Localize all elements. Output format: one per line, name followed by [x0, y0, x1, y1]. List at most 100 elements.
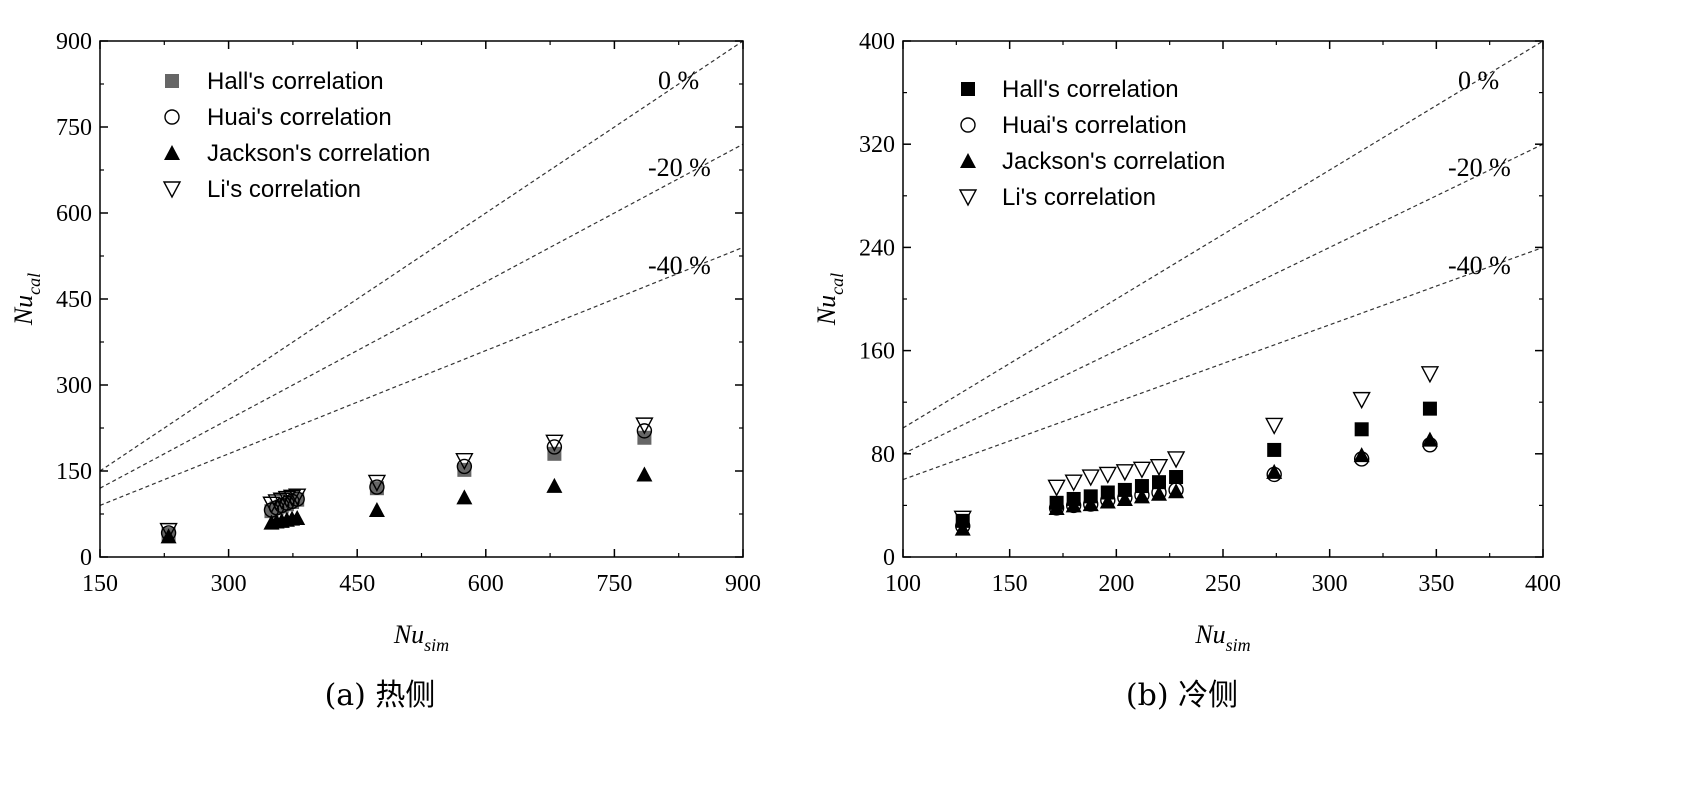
data-point: [953, 510, 972, 528]
reference-label-1: -20 %: [648, 153, 711, 182]
reference-line-0: [903, 41, 1543, 429]
data-point: [1266, 463, 1283, 479]
legend-label: Hall's correlation: [1002, 76, 1179, 103]
panel-caption: (a) 热侧: [325, 678, 436, 713]
data-point: [368, 501, 385, 517]
y-tick-label: 600: [56, 201, 92, 227]
x-tick-label: 200: [1098, 571, 1134, 597]
series-1: [955, 437, 1438, 534]
reference-label-1: -20 %: [1448, 153, 1511, 182]
series-2: [160, 466, 653, 544]
data-point: [289, 510, 306, 526]
data-point: [1354, 422, 1369, 437]
data-point: [1265, 417, 1284, 435]
data-point: [456, 489, 473, 505]
x-tick-label: 100: [885, 571, 921, 597]
data-point: [545, 434, 564, 452]
data-point: [546, 439, 563, 455]
data-point: [1048, 499, 1065, 515]
x-tick-label: 350: [1418, 571, 1454, 597]
data-point: [272, 492, 291, 510]
y-axis-title-sub: cal: [827, 273, 847, 295]
x-axis-title-sub: sim: [424, 635, 449, 655]
data-point: [455, 452, 474, 471]
data-point: [267, 494, 286, 512]
chart-panel-hot-side: 0 %-20 %-40 %150 300 450 600 750 900015030045…: [9, 29, 761, 713]
reference-line-1: [100, 143, 743, 489]
x-tick-label: 300: [211, 571, 247, 597]
legend-marker: [960, 153, 976, 168]
data-point: [1099, 493, 1116, 509]
legend-label: Li's correlation: [1002, 184, 1156, 211]
legend-marker: [164, 145, 180, 160]
legend-marker: [164, 109, 180, 125]
data-point: [1421, 431, 1438, 447]
legend-marker: [162, 181, 182, 199]
series-3: [159, 417, 654, 541]
x-tick-label: 250: [1205, 571, 1241, 597]
data-point: [1116, 490, 1133, 506]
legend-label: Jackson's correlation: [207, 140, 430, 167]
legend-label: Huai's correlation: [207, 104, 392, 131]
x-tick-label: 450: [339, 571, 375, 597]
series-1: [160, 423, 653, 541]
y-tick-label: 450: [56, 287, 92, 313]
data-point: [1115, 464, 1135, 482]
panel-caption: (b) 冷侧: [1126, 678, 1238, 713]
reference-label-2: -40 %: [648, 251, 711, 280]
data-point: [1267, 442, 1282, 457]
data-point: [369, 481, 384, 496]
data-point: [636, 466, 653, 482]
y-tick-label: 400: [859, 29, 895, 55]
y-tick-label: 0: [80, 545, 92, 571]
data-point: [456, 458, 473, 475]
x-tick-label: 150: [992, 571, 1028, 597]
y-tick-label: 750: [56, 115, 92, 141]
data-point: [1420, 366, 1440, 384]
y-tick-label: 900: [56, 29, 92, 55]
data-point: [1098, 466, 1117, 484]
x-tick-label: 900: [725, 571, 761, 597]
y-axis-title-main: Nu: [812, 295, 841, 326]
data-point: [1132, 461, 1152, 479]
x-axis-title-main: Nu: [393, 620, 424, 649]
data-point: [1353, 447, 1370, 463]
x-tick-label: 400: [1525, 571, 1561, 597]
x-axis-title: Nusim: [1194, 620, 1250, 655]
reference-line-0: [100, 41, 743, 472]
data-point: [636, 423, 653, 439]
legend-marker: [165, 74, 179, 88]
reference-label-0: 0 %: [658, 66, 699, 95]
y-tick-label: 240: [859, 235, 895, 261]
reference-label-0: 0 %: [1458, 66, 1499, 95]
y-tick-label: 0: [883, 545, 895, 571]
y-tick-label: 150: [56, 459, 92, 485]
data-point: [635, 417, 654, 435]
data-point: [1169, 470, 1184, 485]
x-tick-label: 150: [82, 571, 118, 597]
x-tick-label: 750: [596, 571, 632, 597]
reference-line-2: [100, 246, 743, 506]
y-tick-label: 160: [859, 339, 895, 365]
legend-label: Huai's correlation: [1002, 112, 1187, 139]
y-axis-title-main: Nu: [9, 295, 38, 326]
data-point: [1168, 483, 1185, 499]
data-point: [1082, 496, 1099, 512]
data-point: [1151, 485, 1167, 501]
legend-marker: [960, 117, 976, 133]
y-tick-label: 80: [871, 442, 895, 468]
y-tick-label: 300: [56, 373, 92, 399]
data-point: [1047, 479, 1066, 497]
y-axis-title: Nucal: [9, 273, 44, 326]
reference-line-1: [903, 143, 1543, 455]
data-point: [1133, 488, 1150, 504]
reference-label-2: -40 %: [1448, 251, 1511, 280]
x-axis-title-main: Nu: [1194, 620, 1225, 649]
reference-line-2: [903, 246, 1543, 481]
data-point: [546, 477, 563, 493]
legend-marker: [958, 189, 978, 207]
x-tick-label: 600: [468, 571, 504, 597]
x-axis-title-sub: sim: [1226, 635, 1251, 655]
data-point: [262, 496, 281, 514]
